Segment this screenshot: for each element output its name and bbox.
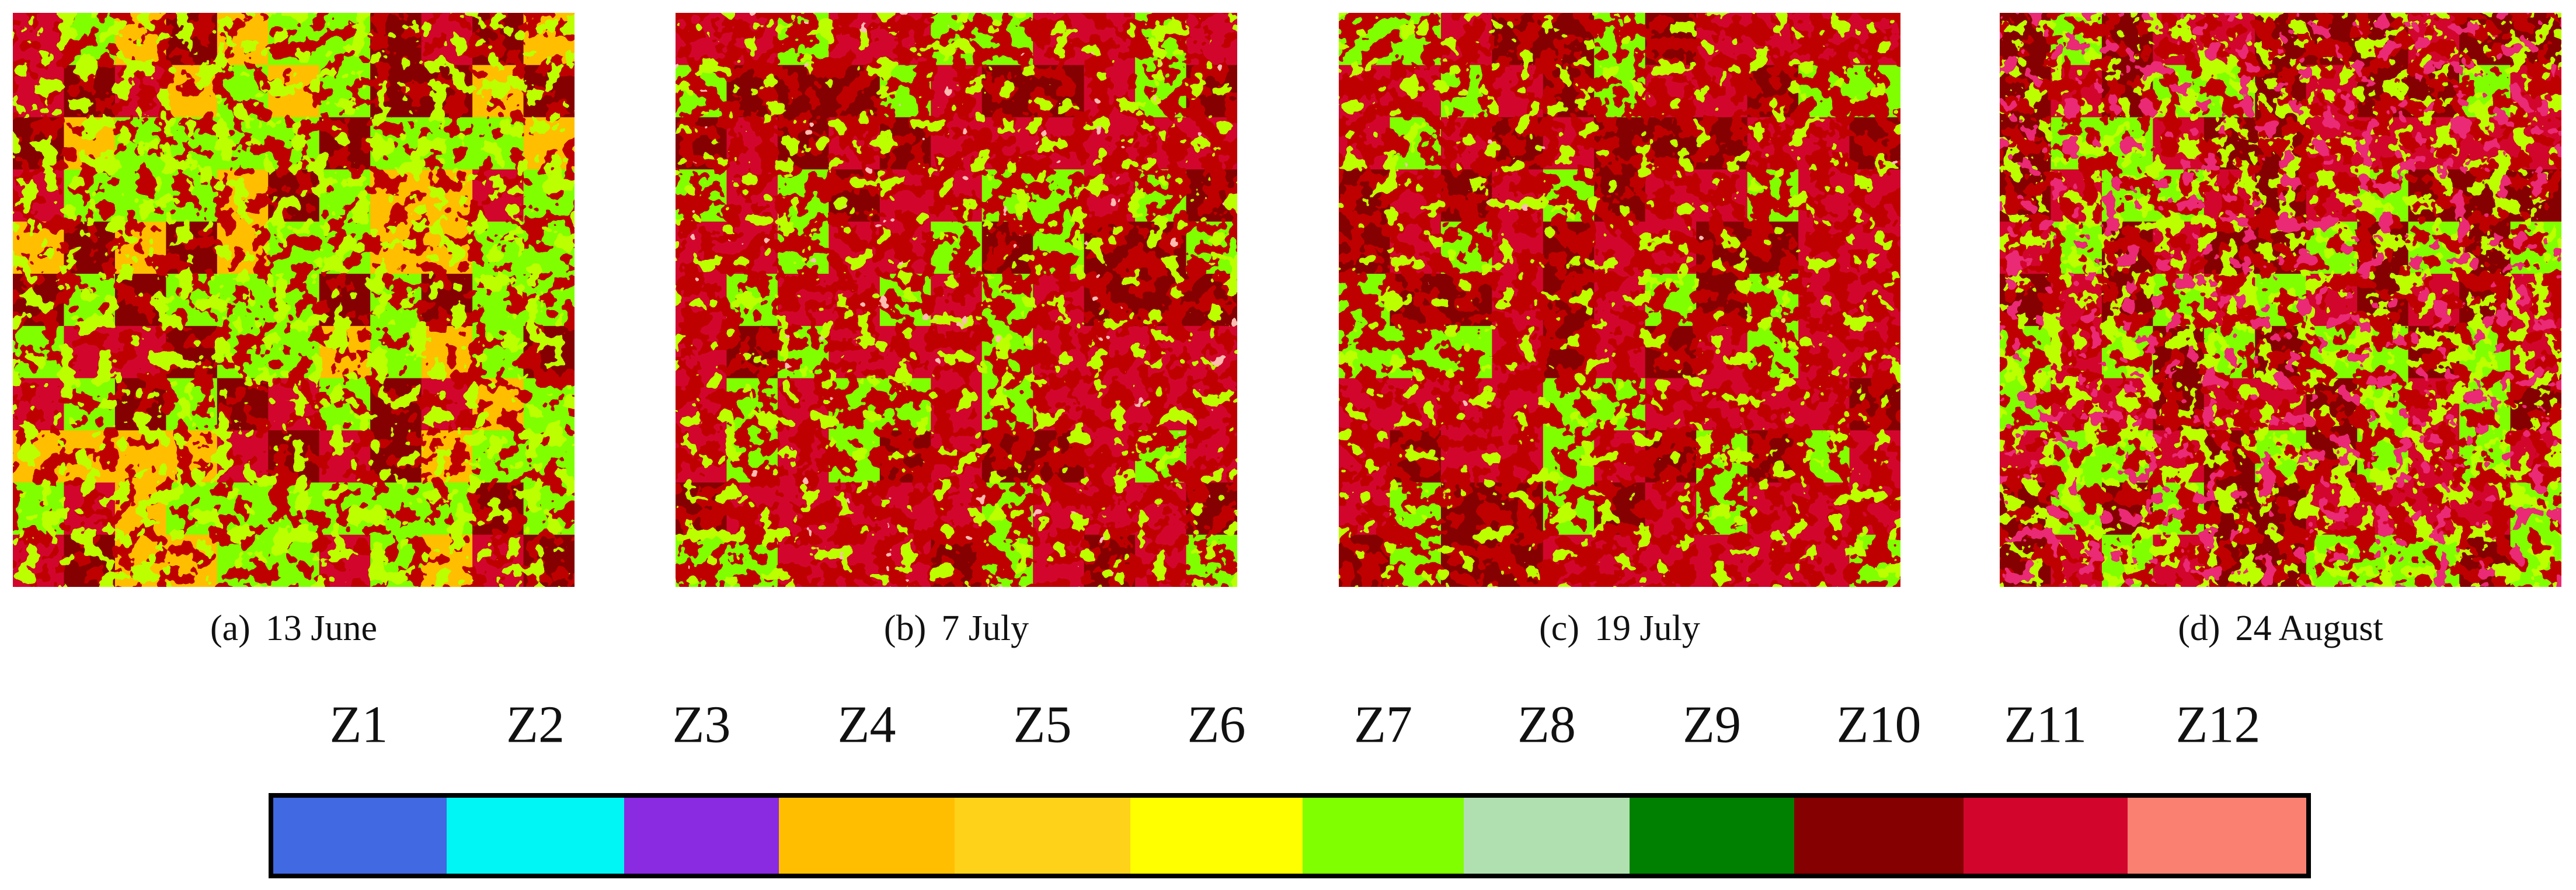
- legend-swatch: [1964, 795, 2128, 876]
- legend-swatch: [779, 795, 955, 876]
- panel-label: (b): [884, 609, 926, 648]
- legend-label: Z12: [2176, 696, 2261, 754]
- panel-date: 19 July: [1595, 609, 1700, 648]
- legend-label: Z4: [838, 696, 896, 754]
- legend-label: Z6: [1188, 696, 1246, 754]
- map: [1339, 13, 1900, 587]
- legend-swatch: [1630, 795, 1794, 876]
- panel-date: 7 July: [941, 609, 1029, 648]
- legend-swatch: [271, 795, 447, 876]
- legend-swatch: [1130, 795, 1303, 876]
- map-texture: [2000, 13, 2561, 587]
- panel-caption: (a) 13 June: [210, 609, 377, 648]
- panel-date: 13 June: [266, 609, 377, 648]
- map: [2000, 13, 2561, 587]
- map-texture: [676, 13, 1237, 587]
- legend-label: Z2: [506, 696, 565, 754]
- panel-label: (a): [210, 609, 250, 648]
- map-texture: [13, 13, 575, 587]
- legend-label: Z9: [1683, 696, 1741, 754]
- legend-swatch: [955, 795, 1130, 876]
- panel-caption: (c) 19 July: [1539, 609, 1700, 648]
- legend-label: Z5: [1014, 696, 1072, 754]
- legend: Z1 Z2 Z3 Z4 Z5 Z6 Z7 Z8 Z9 Z10 Z11 Z12: [269, 696, 2311, 878]
- legend-swatch: [1794, 795, 1964, 876]
- map: [676, 13, 1237, 587]
- panel-label: (c): [1539, 609, 1579, 648]
- legend-swatch: [447, 795, 624, 876]
- panel-label: (d): [2178, 609, 2220, 648]
- map-texture: [1339, 13, 1900, 587]
- legend-swatch: [1303, 795, 1464, 876]
- legend-label: Z10: [1837, 696, 1921, 754]
- panel-date: 24 August: [2236, 609, 2383, 648]
- legend-label: Z1: [330, 696, 388, 754]
- panel-caption: (b) 7 July: [884, 609, 1029, 648]
- legend-swatch: [2128, 795, 2309, 876]
- legend-border: [269, 793, 2311, 878]
- legend-swatch: [624, 795, 779, 876]
- legend-label: Z3: [673, 696, 731, 754]
- legend-label: Z7: [1354, 696, 1412, 754]
- map: [13, 13, 575, 587]
- legend-label: Z8: [1517, 696, 1576, 754]
- legend-label: Z11: [2004, 696, 2087, 754]
- legend-swatch: [1464, 795, 1630, 876]
- panel-caption: (d) 24 August: [2178, 609, 2383, 648]
